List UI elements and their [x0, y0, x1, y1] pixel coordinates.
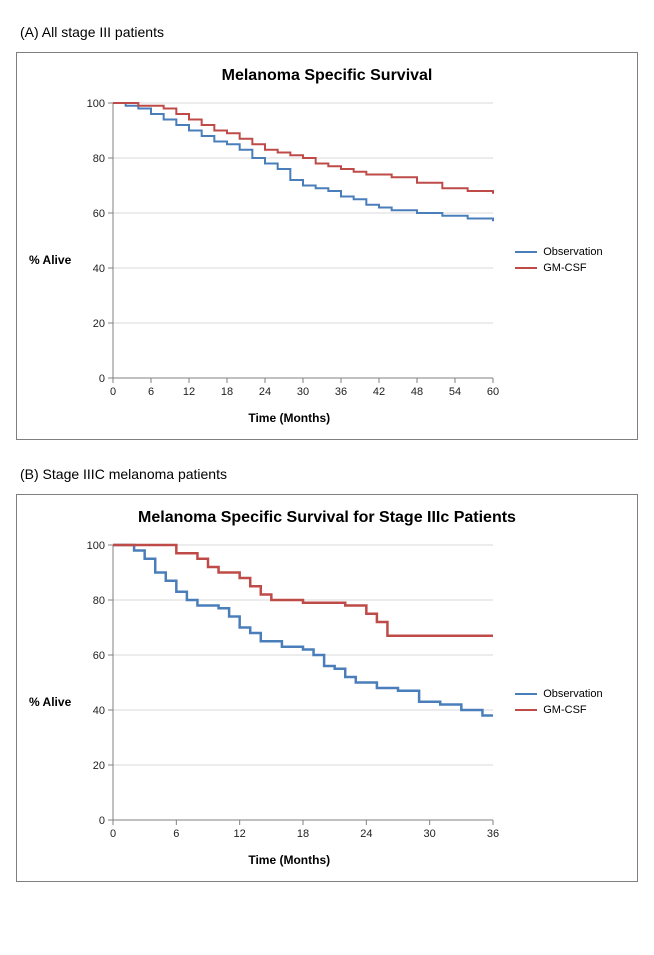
svg-text:30: 30: [424, 828, 436, 840]
svg-text:0: 0: [99, 373, 105, 385]
chart-b-xlabel: Time (Months): [248, 853, 330, 867]
svg-text:42: 42: [373, 386, 385, 398]
svg-text:0: 0: [110, 386, 116, 398]
svg-text:18: 18: [221, 386, 233, 398]
svg-text:48: 48: [411, 386, 423, 398]
chart-a-title: Melanoma Specific Survival: [29, 67, 625, 85]
panel-a-label: (A) All stage III patients: [20, 24, 638, 40]
svg-text:6: 6: [148, 386, 154, 398]
svg-text:100: 100: [87, 540, 105, 552]
chart-a-legend: Observation GM-CSF: [515, 242, 602, 278]
chart-b-box: Melanoma Specific Survival for Stage III…: [16, 494, 638, 882]
svg-text:60: 60: [93, 650, 105, 662]
legend-item: GM-CSF: [515, 704, 602, 716]
svg-text:18: 18: [297, 828, 309, 840]
chart-b-plot: 0 6 12 18 24 30 36 0 20 40 60 80 100: [77, 537, 501, 851]
chart-a-plot: 0 6 12 18 24 30 36 42 48 54 60 0 20 40 60 80 100: [77, 95, 501, 409]
chart-a-body: % Alive 0 6 12 18 24 30 36 42 48 54 60 0 20 40 60 80 100…: [29, 95, 625, 425]
svg-text:54: 54: [449, 386, 461, 398]
legend-swatch: [515, 709, 537, 711]
chart-b-title: Melanoma Specific Survival for Stage III…: [29, 509, 625, 527]
svg-text:36: 36: [487, 828, 499, 840]
svg-text:36: 36: [335, 386, 347, 398]
legend-swatch: [515, 693, 537, 695]
chart-a-ylabel: % Alive: [29, 253, 71, 267]
svg-text:12: 12: [234, 828, 246, 840]
svg-text:20: 20: [93, 760, 105, 772]
svg-text:20: 20: [93, 318, 105, 330]
chart-a-box: Melanoma Specific Survival % Alive 0 6 12 1…: [16, 52, 638, 440]
svg-text:80: 80: [93, 595, 105, 607]
svg-text:12: 12: [183, 386, 195, 398]
chart-b-legend: Observation GM-CSF: [515, 684, 602, 720]
legend-item: GM-CSF: [515, 262, 602, 274]
legend-label: GM-CSF: [543, 704, 586, 716]
chart-a-xlabel: Time (Months): [248, 411, 330, 425]
svg-text:80: 80: [93, 153, 105, 165]
legend-item: Observation: [515, 246, 602, 258]
svg-text:24: 24: [360, 828, 372, 840]
chart-b-body: % Alive 0 6 12 18 24 30 36 0 20 40 60 80 100 Time (M…: [29, 537, 625, 867]
chart-b-ylabel: % Alive: [29, 695, 71, 709]
svg-text:6: 6: [174, 828, 180, 840]
svg-text:0: 0: [110, 828, 116, 840]
legend-label: Observation: [543, 688, 602, 700]
svg-text:40: 40: [93, 263, 105, 275]
svg-text:100: 100: [87, 98, 105, 110]
svg-text:40: 40: [93, 705, 105, 717]
panel-b-label: (B) Stage IIIC melanoma patients: [20, 466, 638, 482]
legend-item: Observation: [515, 688, 602, 700]
svg-text:60: 60: [487, 386, 499, 398]
svg-text:0: 0: [99, 815, 105, 827]
svg-text:30: 30: [297, 386, 309, 398]
legend-label: Observation: [543, 246, 602, 258]
svg-text:24: 24: [259, 386, 271, 398]
legend-swatch: [515, 251, 537, 253]
svg-text:60: 60: [93, 208, 105, 220]
legend-swatch: [515, 267, 537, 269]
legend-label: GM-CSF: [543, 262, 586, 274]
